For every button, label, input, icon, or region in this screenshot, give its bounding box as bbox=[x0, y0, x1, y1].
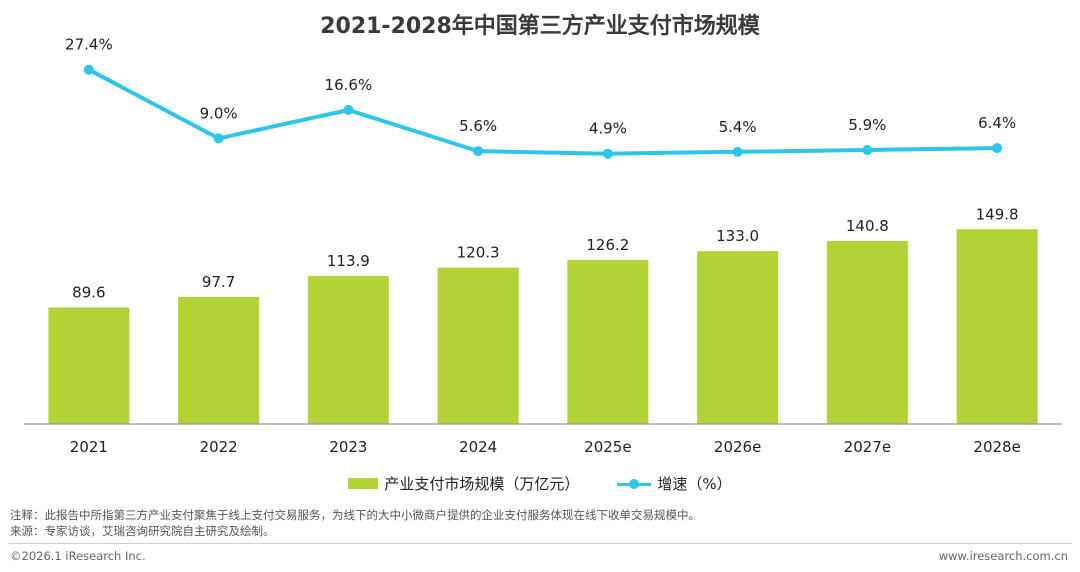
growth-marker-2028e bbox=[992, 143, 1003, 154]
legend: 产业支付市场规模（万亿元） 增速（%） bbox=[0, 473, 1080, 494]
x-tick-labels: 2021 2022 2023 2024 2025e 2026e 2027e 2028e bbox=[70, 438, 1021, 456]
growth-label-2021: 27.4% bbox=[65, 36, 113, 54]
source-text: 来源：专家访谈，艾瑞咨询研究院自主研究及绘制。 bbox=[10, 524, 275, 538]
bar-2026e bbox=[697, 251, 779, 424]
chart-svg: 89.6 97.7 113.9 120.3 126.2 133.0 140.8 149.8 2… bbox=[24, 36, 1062, 456]
bar-label-2026e: 133.0 bbox=[716, 227, 759, 245]
growth-label-2027e: 5.9% bbox=[848, 116, 886, 134]
copyright: ©2026.1 iResearch Inc. bbox=[10, 549, 146, 563]
legend-item-bar: 产业支付市场规模（万亿元） bbox=[348, 473, 579, 494]
legend-item-line: 增速（%） bbox=[617, 473, 732, 494]
x-tick-2021: 2021 bbox=[70, 438, 108, 456]
bar-label-2027e: 140.8 bbox=[846, 217, 889, 235]
legend-bar-label: 产业支付市场规模（万亿元） bbox=[384, 475, 580, 493]
bar-label-2025e: 126.2 bbox=[586, 236, 629, 254]
bar-label-2021: 89.6 bbox=[72, 284, 105, 302]
legend-bar-swatch bbox=[348, 478, 379, 489]
x-tick-2026e: 2026e bbox=[714, 438, 761, 456]
growth-label-2023: 16.6% bbox=[325, 76, 373, 94]
bar-label-2022: 97.7 bbox=[202, 273, 235, 291]
bar-label-2024: 120.3 bbox=[457, 244, 500, 262]
footer-divider bbox=[8, 543, 1072, 544]
growth-value-labels: 27.4% 9.0% 16.6% 5.6% 4.9% 5.4% 5.9% 6.4% bbox=[65, 36, 1016, 138]
bar-2022 bbox=[178, 296, 260, 424]
growth-marker-2025e bbox=[602, 148, 613, 159]
bar-2024 bbox=[437, 267, 519, 424]
bar-value-labels: 89.6 97.7 113.9 120.3 126.2 133.0 140.8 149.8 bbox=[72, 205, 1018, 301]
x-tick-2028e: 2028e bbox=[973, 438, 1020, 456]
bar-label-2023: 113.9 bbox=[327, 252, 370, 270]
growth-marker-2022 bbox=[213, 133, 224, 144]
bar-2028e bbox=[956, 229, 1038, 424]
growth-label-2026e: 5.4% bbox=[719, 118, 757, 136]
chart-title: 2021-2028年中国第三方产业支付市场规模 bbox=[320, 14, 760, 39]
bar-series bbox=[48, 229, 1038, 424]
x-tick-2022: 2022 bbox=[200, 438, 238, 456]
bar-label-2028e: 149.8 bbox=[976, 205, 1019, 223]
growth-marker-2027e bbox=[862, 144, 873, 155]
bar-2021 bbox=[48, 307, 130, 424]
bar-2025e bbox=[567, 259, 649, 424]
growth-markers bbox=[83, 64, 1003, 159]
legend-line-swatch bbox=[617, 478, 652, 490]
growth-marker-2021 bbox=[83, 64, 94, 75]
growth-label-2022: 9.0% bbox=[200, 104, 238, 122]
x-tick-2024: 2024 bbox=[459, 438, 497, 456]
growth-marker-2023 bbox=[343, 105, 354, 116]
growth-label-2028e: 6.4% bbox=[978, 114, 1016, 132]
bar-2023 bbox=[307, 275, 389, 424]
bar-2027e bbox=[826, 240, 908, 424]
x-tick-2025e: 2025e bbox=[584, 438, 631, 456]
note-text: 注释：此报告中所指第三方产业支付聚焦于线上支付交易服务，为线下的大中小微商户提供… bbox=[10, 508, 700, 522]
growth-marker-2024 bbox=[473, 146, 484, 157]
website-link[interactable]: www.iresearch.com.cn bbox=[938, 549, 1068, 563]
growth-line bbox=[87, 67, 998, 156]
x-tick-2023: 2023 bbox=[329, 438, 367, 456]
legend-line-label: 增速（%） bbox=[657, 475, 732, 493]
x-tick-2027e: 2027e bbox=[844, 438, 891, 456]
growth-label-2025e: 4.9% bbox=[589, 120, 627, 138]
growth-marker-2026e bbox=[732, 146, 743, 157]
growth-label-2024: 5.6% bbox=[459, 117, 497, 135]
footnotes: 注释：此报告中所指第三方产业支付聚焦于线上支付交易服务，为线下的大中小微商户提供… bbox=[10, 507, 700, 539]
